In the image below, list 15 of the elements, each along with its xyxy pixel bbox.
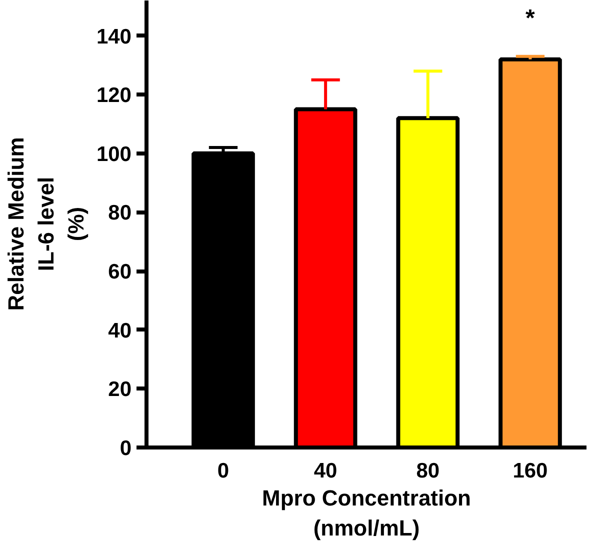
y-tick-label: 0 [120,437,132,460]
x-tick-label: 40 [314,460,338,482]
y-tick-label: 80 [108,202,132,225]
y-tick-label: 120 [96,84,132,108]
y-tick-label: 100 [96,142,132,166]
y-axis-title: Relative Medium IL-6 level (%) [3,137,88,311]
x-axis-title: Mpro Concentration (nmol/mL) [262,486,472,540]
x-tick-label: 160 [512,460,548,482]
y-tick-label: 140 [96,25,132,48]
y-tick-label: 40 [108,319,132,342]
annotation: * [526,5,536,32]
x-tick-label: 0 [217,460,230,482]
y-tick-label: 20 [108,378,132,402]
x-tick-label: 80 [416,460,440,482]
y-tick-label: 60 [108,260,132,284]
